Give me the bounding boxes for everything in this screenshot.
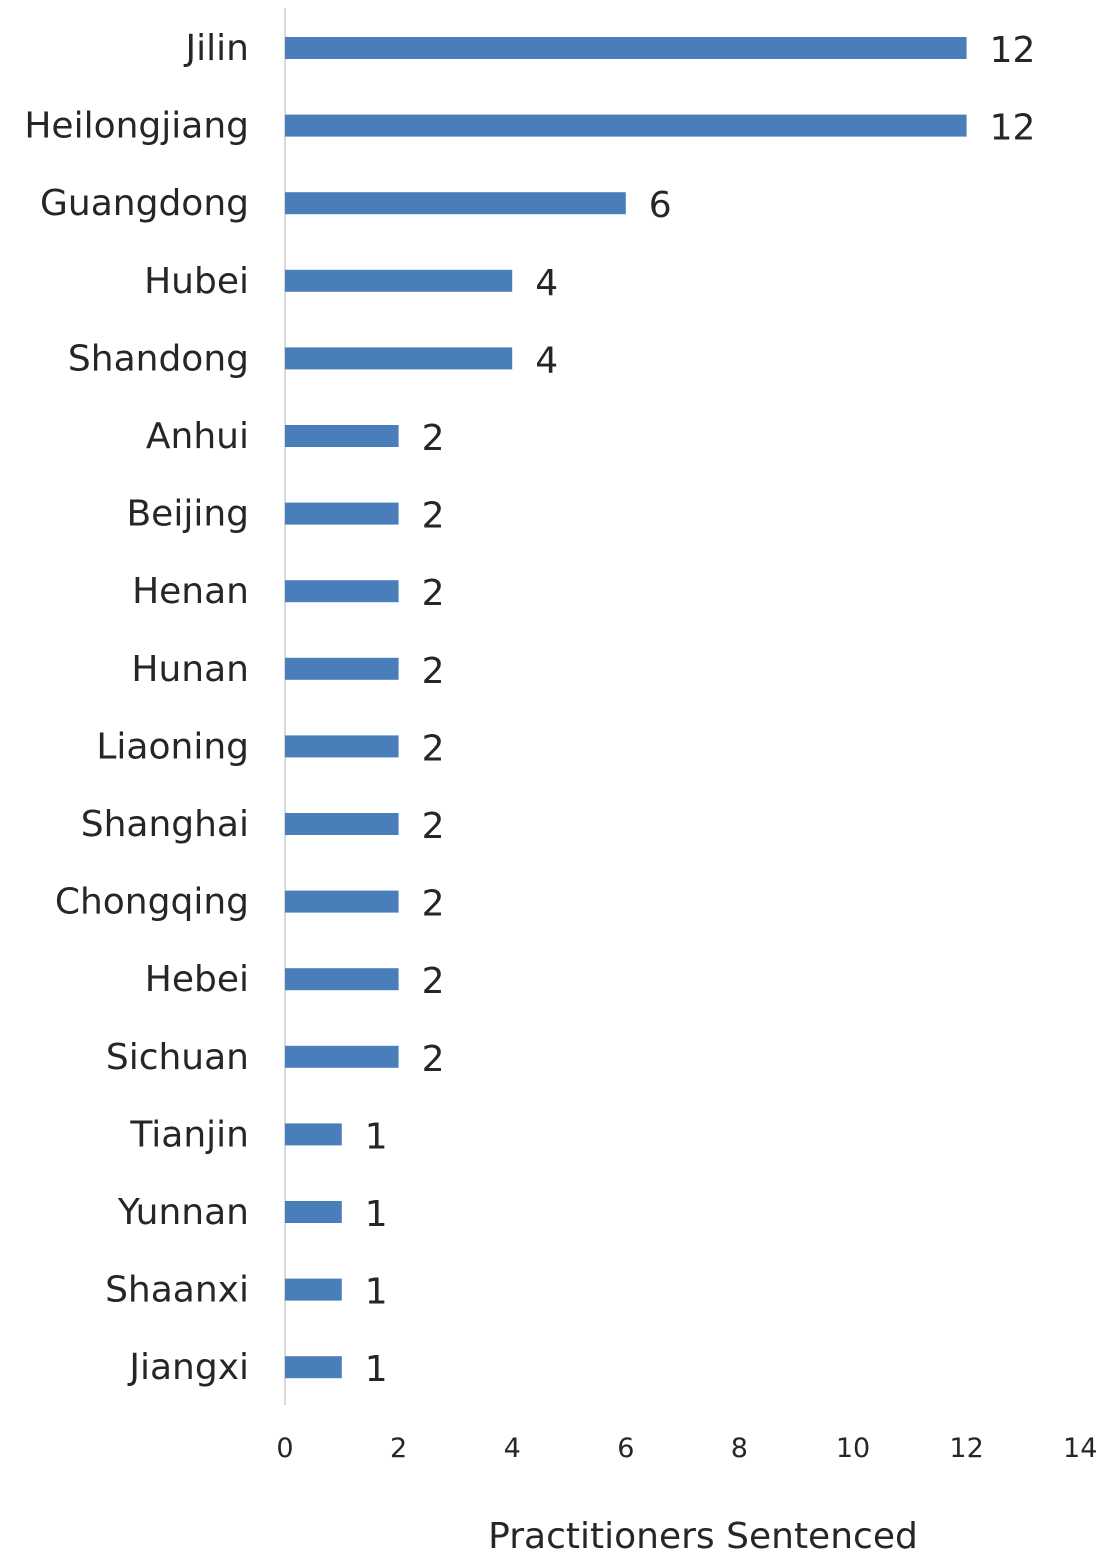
category-label-sichuan: Sichuan bbox=[106, 1037, 249, 1078]
bar-guangdong bbox=[285, 192, 626, 215]
bar-yunnan bbox=[285, 1201, 342, 1223]
bars-group bbox=[285, 37, 967, 1379]
category-label-henan: Henan bbox=[132, 571, 249, 612]
data-label-heilongjiang: 12 bbox=[990, 108, 1036, 149]
x-tick-label-14: 14 bbox=[1063, 1433, 1097, 1464]
category-label-shanghai: Shanghai bbox=[81, 804, 249, 845]
data-label-guangdong: 6 bbox=[649, 185, 672, 226]
data-label-anhui: 2 bbox=[422, 418, 445, 459]
category-label-chongqing: Chongqing bbox=[55, 882, 249, 923]
x-tick-label-10: 10 bbox=[836, 1433, 870, 1464]
data-label-hunan: 2 bbox=[422, 651, 445, 692]
bar-sichuan bbox=[285, 1045, 399, 1068]
x-tick-label-6: 6 bbox=[617, 1433, 634, 1464]
category-label-beijing: Beijing bbox=[126, 494, 249, 535]
bar-anhui bbox=[285, 425, 399, 447]
bar-shandong bbox=[285, 347, 513, 370]
bar-liaoning bbox=[285, 735, 399, 758]
data-label-jilin: 12 bbox=[990, 30, 1036, 71]
bar-shanghai bbox=[285, 813, 399, 835]
data-label-hubei: 4 bbox=[535, 263, 558, 304]
category-labels: Jilin Heilongjiang Guangdong Hubei Shandong A… bbox=[24, 28, 249, 1388]
data-label-liaoning: 2 bbox=[422, 728, 445, 769]
bar-jilin bbox=[285, 37, 967, 59]
data-label-tianjin: 1 bbox=[365, 1116, 388, 1157]
category-label-anhui: Anhui bbox=[146, 416, 249, 457]
bar-hubei bbox=[285, 269, 513, 292]
category-label-shaanxi: Shaanxi bbox=[105, 1270, 249, 1311]
bar-beijing bbox=[285, 502, 399, 525]
data-label-yunnan: 1 bbox=[365, 1194, 388, 1235]
data-label-sichuan: 2 bbox=[422, 1039, 445, 1080]
bar-hunan bbox=[285, 657, 399, 680]
x-tick-label-4: 4 bbox=[504, 1433, 521, 1464]
data-label-shanghai: 2 bbox=[422, 806, 445, 847]
category-label-guangdong: Guangdong bbox=[40, 183, 249, 224]
data-label-shaanxi: 1 bbox=[365, 1272, 388, 1313]
x-tick-labels: 0 2 4 6 8 10 12 14 bbox=[276, 1433, 1097, 1464]
category-label-yunnan: Yunnan bbox=[117, 1192, 249, 1233]
x-tick-label-8: 8 bbox=[731, 1433, 748, 1464]
data-label-chongqing: 2 bbox=[422, 884, 445, 925]
x-axis-title: Practitioners Sentenced bbox=[488, 1516, 918, 1555]
category-label-jiangxi: Jiangxi bbox=[127, 1347, 249, 1388]
category-label-heilongjiang: Heilongjiang bbox=[24, 106, 249, 147]
x-tick-label-12: 12 bbox=[949, 1433, 983, 1464]
bar-chongqing bbox=[285, 890, 399, 913]
data-label-henan: 2 bbox=[422, 573, 445, 614]
bar-heilongjiang bbox=[285, 114, 967, 137]
bar-shaanxi bbox=[285, 1278, 342, 1301]
data-label-beijing: 2 bbox=[422, 496, 445, 537]
category-label-liaoning: Liaoning bbox=[96, 726, 249, 767]
data-label-shandong: 4 bbox=[535, 340, 558, 381]
bar-henan bbox=[285, 580, 399, 603]
bar-tianjin bbox=[285, 1123, 342, 1146]
category-label-jilin: Jilin bbox=[184, 28, 249, 69]
bar-hebei bbox=[285, 968, 399, 991]
data-label-jiangxi: 1 bbox=[365, 1349, 388, 1390]
x-tick-label-2: 2 bbox=[390, 1433, 407, 1464]
category-label-hubei: Hubei bbox=[144, 261, 249, 302]
category-label-tianjin: Tianjin bbox=[129, 1114, 249, 1155]
category-label-shandong: Shandong bbox=[68, 338, 249, 379]
category-label-hunan: Hunan bbox=[131, 649, 249, 690]
x-tick-label-0: 0 bbox=[276, 1433, 293, 1464]
bar-jiangxi bbox=[285, 1356, 342, 1379]
category-label-hebei: Hebei bbox=[145, 959, 249, 1000]
data-label-hebei: 2 bbox=[422, 961, 445, 1002]
